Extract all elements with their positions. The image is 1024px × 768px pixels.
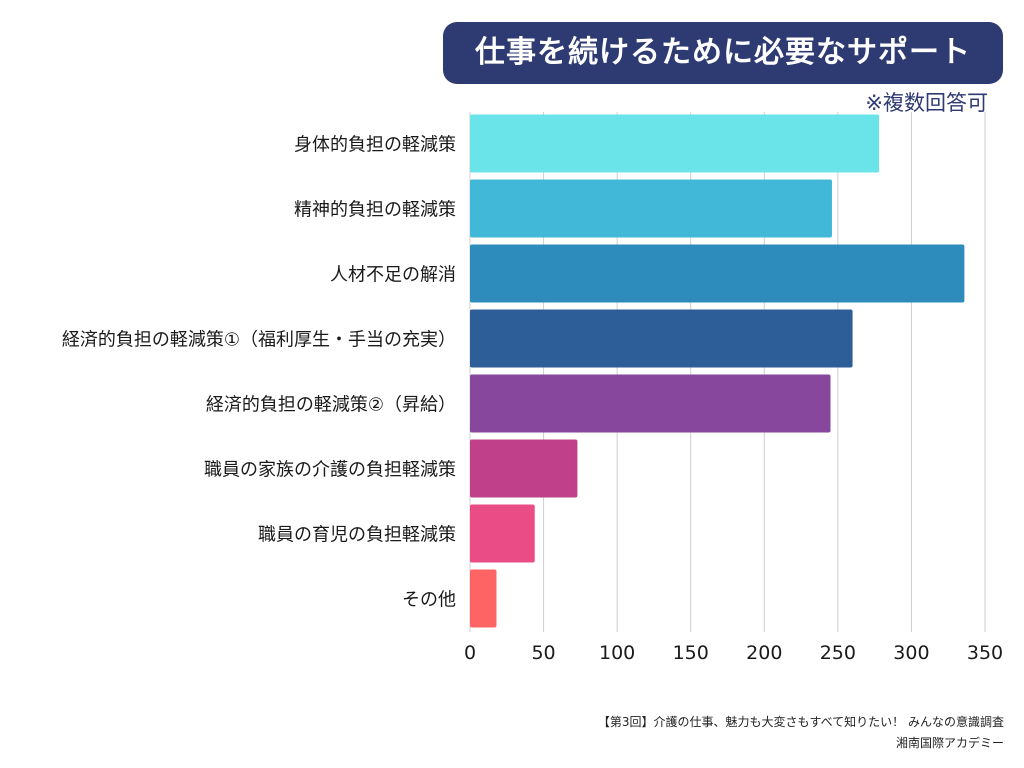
x-tick-label: 200 xyxy=(746,642,782,664)
category-labels: 身体的負担の軽減策精神的負担の軽減策人材不足の解消経済的負担の軽減策①（福利厚生… xyxy=(62,135,456,611)
category-label: 職員の育児の負担軽減策 xyxy=(258,525,456,546)
category-label: 経済的負担の軽減策①（福利厚生・手当の充実） xyxy=(62,330,456,351)
source-organization: 湘南国際アカデミー xyxy=(895,736,1004,750)
bar xyxy=(470,439,578,498)
source-line: 【第3回】介護の仕事、魅力も大変さもすべて知りたい！ みんなの意識調査 xyxy=(597,715,1004,729)
x-tick-label: 350 xyxy=(967,642,1003,664)
bars xyxy=(470,114,965,628)
category-label: 経済的負担の軽減策②（昇給） xyxy=(206,395,456,416)
bar xyxy=(470,244,965,303)
x-tick-labels: 0 50 100 150 200 250 300 350 xyxy=(464,642,1003,664)
category-label: 身体的負担の軽減策 xyxy=(294,135,456,156)
x-tick-label: 100 xyxy=(599,642,635,664)
x-tick-label: 50 xyxy=(531,642,555,664)
bar xyxy=(470,179,832,238)
chart-title: 仕事を続けるために必要なサポート xyxy=(443,22,1003,84)
category-label: 精神的負担の軽減策 xyxy=(294,200,456,221)
category-label: 職員の家族の介護の負担軽減策 xyxy=(204,460,456,481)
bar xyxy=(470,374,831,433)
multiple-answer-note: ※複数回答可 xyxy=(865,91,988,115)
x-tick-label: 250 xyxy=(820,642,856,664)
bar xyxy=(470,114,880,173)
bar xyxy=(470,504,535,563)
x-tick-label: 300 xyxy=(893,642,929,664)
category-label: その他 xyxy=(402,590,456,611)
x-tick-label: 0 xyxy=(464,642,476,664)
bar xyxy=(470,569,497,628)
bar xyxy=(470,309,853,368)
category-label: 人材不足の解消 xyxy=(330,265,456,286)
x-tick-label: 150 xyxy=(673,642,709,664)
